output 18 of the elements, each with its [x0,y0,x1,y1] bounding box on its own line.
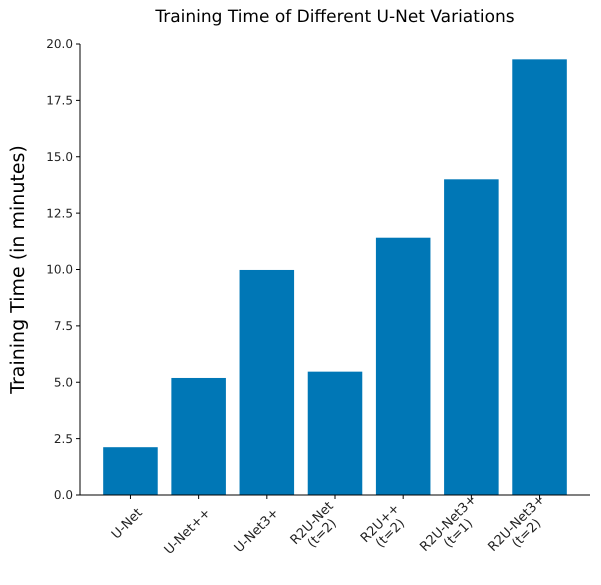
y-tick-label: 10.0 [46,262,73,277]
bar [103,447,158,495]
y-tick-label: 20.0 [46,37,73,52]
bar [240,270,294,495]
y-tick-label: 15.0 [46,150,73,164]
bar [308,372,362,495]
y-tick-label: 2.5 [54,432,73,446]
bar [376,238,430,495]
y-tick-label: 12.5 [46,206,73,220]
chart-title: Training Time of Different U-Net Variations [154,7,515,27]
bar [444,179,499,495]
y-tick-label: 7.5 [54,319,73,334]
y-tick-label: 5.0 [54,375,73,390]
y-axis-title: Training Time (in minutes) [7,145,29,395]
bar [171,378,226,495]
y-tick-label: 0.0 [54,488,73,502]
bar [512,59,567,495]
y-tick-label: 17.5 [46,94,73,108]
